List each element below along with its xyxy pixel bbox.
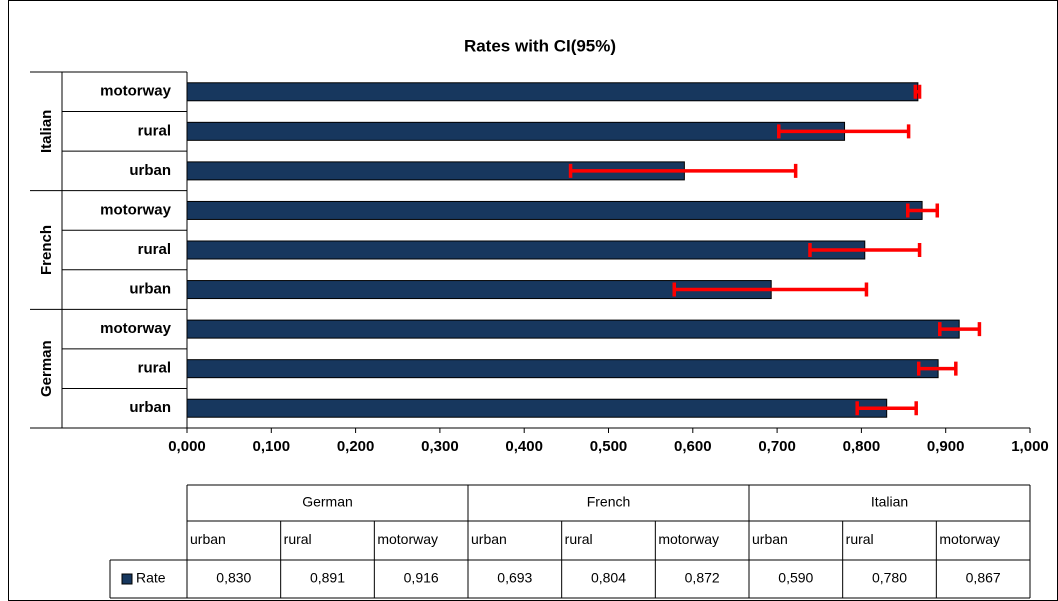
table-category: rural (846, 531, 874, 547)
x-tick-label: 0,300 (421, 438, 459, 455)
table-category: urban (752, 531, 788, 547)
table-group: French (587, 494, 631, 510)
group-label: German (38, 340, 55, 397)
bar (186, 82, 919, 102)
x-tick-label: 0,900 (927, 438, 965, 455)
table-category: rural (284, 531, 312, 547)
error-bar (777, 124, 911, 139)
bar (186, 398, 888, 418)
table-category: urban (471, 531, 507, 547)
table-value: 0,780 (872, 570, 907, 586)
error-bar (672, 282, 869, 297)
x-tick-label: 0,100 (253, 438, 291, 455)
x-tick-label: 0,500 (590, 438, 628, 455)
x-tick-label: 0,700 (758, 438, 796, 455)
group-label: Italian (38, 110, 55, 153)
error-bar (808, 243, 922, 257)
table-category: urban (190, 531, 226, 547)
table-category: rural (565, 531, 593, 547)
error-bar (938, 322, 982, 337)
category-label: rural (138, 122, 171, 139)
category-label: motorway (100, 320, 172, 337)
category-label: rural (138, 241, 171, 258)
x-tick-label: 0,200 (337, 438, 375, 455)
bar (186, 200, 923, 220)
category-label: motorway (100, 83, 172, 100)
legend-label: Rate (136, 570, 166, 586)
category-label: motorway (100, 201, 172, 218)
table-value: 0,804 (591, 570, 626, 586)
error-bar (916, 361, 958, 376)
x-tick-label: 0,000 (168, 438, 206, 455)
x-tick-label: 0,800 (843, 438, 881, 455)
table-value: 0,867 (966, 570, 1001, 586)
table-value: 0,590 (778, 570, 813, 586)
table-value: 0,891 (310, 570, 345, 586)
bar (186, 359, 939, 379)
bar (186, 319, 960, 339)
category-label: urban (129, 162, 171, 179)
table-category: motorway (939, 531, 1000, 547)
group-label: French (38, 225, 55, 275)
table-group: German (302, 494, 353, 510)
error-bar (906, 203, 940, 218)
bar (186, 240, 866, 260)
table-category: motorway (377, 531, 438, 547)
x-tick-label: 0,400 (505, 438, 543, 455)
category-label: rural (138, 360, 171, 377)
error-bar (913, 84, 922, 99)
table-group: Italian (871, 494, 908, 510)
table-value: 0,830 (216, 570, 251, 586)
table-category: motorway (658, 531, 719, 547)
bar (186, 121, 846, 141)
error-bar (568, 163, 798, 178)
table-value: 0,872 (685, 570, 720, 586)
table-value: 0,693 (497, 570, 532, 586)
x-tick-label: 0,600 (674, 438, 712, 455)
category-label: urban (129, 281, 171, 298)
error-bar (855, 401, 918, 416)
x-tick-label: 1,000 (1011, 438, 1049, 455)
legend-swatch (121, 573, 133, 585)
table-value: 0,916 (404, 570, 439, 586)
chart-title: Rates with CI(95%) (464, 36, 616, 55)
category-label: urban (129, 399, 171, 416)
